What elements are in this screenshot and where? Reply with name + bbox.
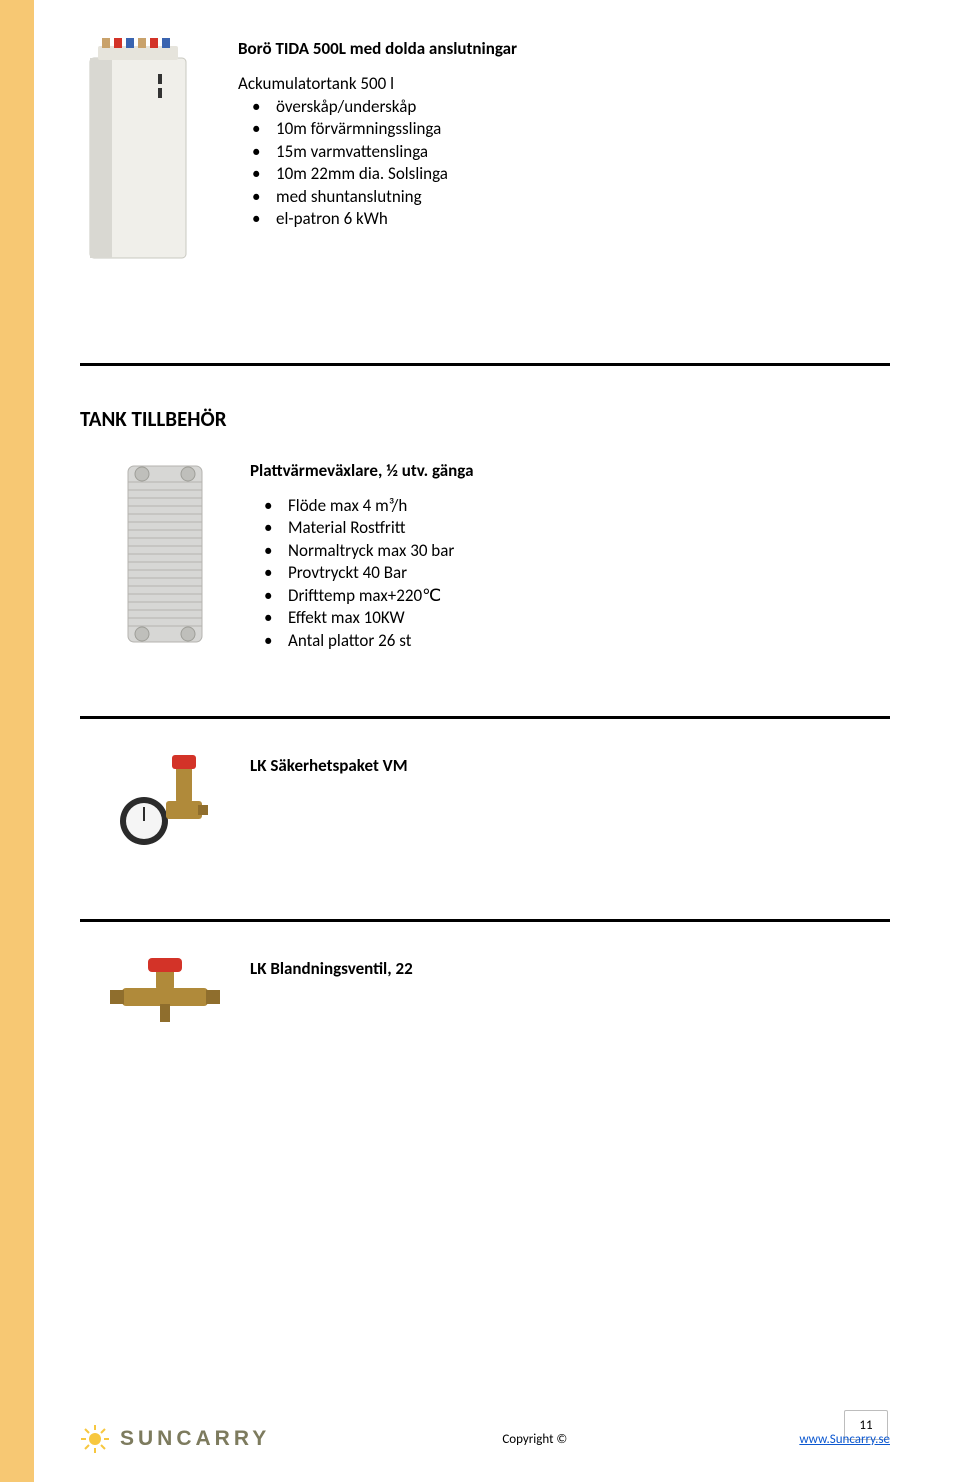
bullet-item: överskåp/underskåp xyxy=(276,96,890,118)
product-text-safety: LK Säkerhetspaket VM xyxy=(250,755,890,855)
product-image-tank xyxy=(80,38,210,271)
bullet-item: Effekt max 10KW xyxy=(288,607,890,629)
mixing-valve-illustration xyxy=(110,958,220,1028)
bullet-item: Antal plattor 26 st xyxy=(288,630,890,652)
plate-illustration xyxy=(122,460,208,648)
bullet-item: Material Rostfritt xyxy=(288,517,890,539)
brand-name: SUNCARRY xyxy=(120,1427,270,1451)
product-image-mixing xyxy=(80,958,250,1028)
sun-icon xyxy=(80,1424,110,1454)
footer-link[interactable]: www.Suncarry.se xyxy=(799,1432,890,1447)
product-text-plate: Plattvärmeväxlare, ½ utv. gänga Flöde ma… xyxy=(250,460,890,652)
product-text-mixing: LK Blandningsventil, 22 xyxy=(250,958,890,1028)
left-accent-stripe xyxy=(0,0,34,1482)
bullet-item: 10m 22mm dia. Solslinga xyxy=(276,163,890,185)
product-subtitle: Ackumulatortank 500 l xyxy=(238,73,890,94)
page-content: Borö TIDA 500L med dolda anslutningar Ac… xyxy=(80,38,890,1056)
product-bullets: överskåp/underskåp 10m förvärmningssling… xyxy=(276,96,890,231)
product-title: LK Säkerhetspaket VM xyxy=(250,755,890,776)
product-bullets: Flöde max 4 m³/h Material Rostfritt Norm… xyxy=(288,495,890,652)
product-block-safety: LK Säkerhetspaket VM xyxy=(80,755,890,855)
bullet-item: Flöde max 4 m³/h xyxy=(288,495,890,517)
product-image-safety xyxy=(80,755,250,855)
bullet-item: med shuntanslutning xyxy=(276,186,890,208)
bullet-item: 15m varmvattenslinga xyxy=(276,141,890,163)
footer-brand: SUNCARRY xyxy=(80,1424,270,1454)
bullet-item: Provtryckt 40 Bar xyxy=(288,562,890,584)
bullet-item: Normaltryck max 30 bar xyxy=(288,540,890,562)
product-title: Plattvärmeväxlare, ½ utv. gänga xyxy=(250,460,890,481)
product-block-tank: Borö TIDA 500L med dolda anslutningar Ac… xyxy=(80,38,890,271)
bullet-item: 10m förvärmningsslinga xyxy=(276,118,890,140)
product-image-plate xyxy=(80,460,250,648)
copyright-text: Copyright © xyxy=(502,1432,567,1447)
page-footer: SUNCARRY Copyright © www.Suncarry.se xyxy=(80,1424,890,1454)
tank-illustration xyxy=(80,38,196,266)
bullet-item: Drifttemp max+220℃ xyxy=(288,585,890,607)
safety-valve-illustration xyxy=(116,755,214,855)
product-title: LK Blandningsventil, 22 xyxy=(250,958,890,979)
product-title: Borö TIDA 500L med dolda anslutningar xyxy=(238,38,890,59)
product-block-plate: Plattvärmeväxlare, ½ utv. gänga Flöde ma… xyxy=(80,460,890,652)
product-block-mixing: LK Blandningsventil, 22 xyxy=(80,958,890,1028)
product-text-tank: Borö TIDA 500L med dolda anslutningar Ac… xyxy=(210,38,890,271)
bullet-item: el-patron 6 kWh xyxy=(276,208,890,230)
section-heading: TANK TILLBEHÖR xyxy=(80,406,890,432)
